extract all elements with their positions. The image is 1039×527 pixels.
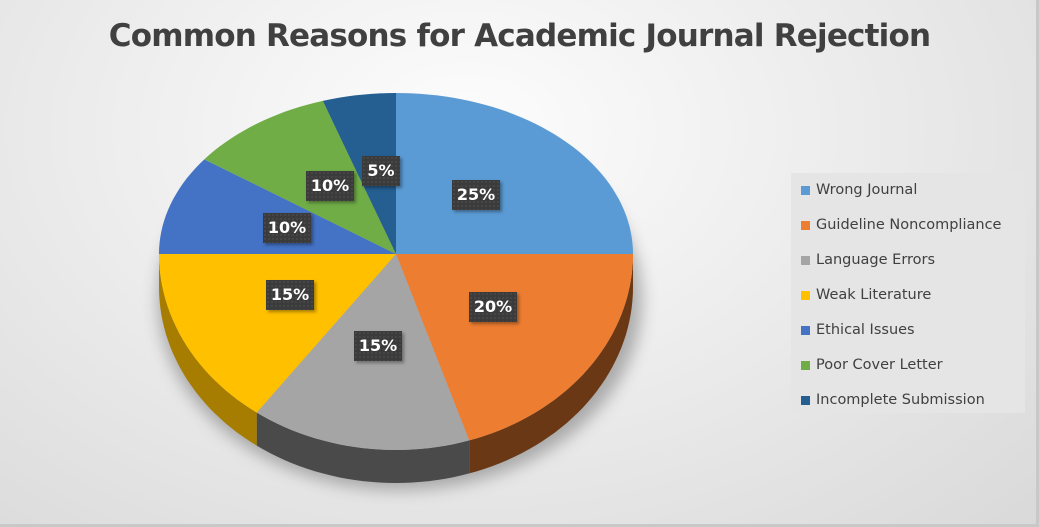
data-label-2: 15% <box>354 331 402 361</box>
legend-swatch-icon <box>801 185 810 195</box>
pie-slices <box>159 93 633 450</box>
data-label-0: 25% <box>452 180 500 210</box>
data-label-4: 10% <box>263 213 311 243</box>
data-label-1: 20% <box>469 292 517 322</box>
pie-side-3 <box>159 254 257 446</box>
legend-swatch-icon <box>801 290 810 300</box>
legend-item-wrong-journal[interactable]: Wrong Journal <box>801 180 917 200</box>
legend-swatch-icon <box>801 220 810 230</box>
legend: Wrong Journal Guideline Noncompliance La… <box>791 173 1025 413</box>
chart-title: Common Reasons for Academic Journal Reje… <box>108 18 931 54</box>
legend-item-language-errors[interactable]: Language Errors <box>801 250 935 270</box>
pie-side-2 <box>256 412 470 483</box>
data-label-6: 5% <box>362 156 400 186</box>
pie-slice-weak-literature[interactable] <box>159 254 396 413</box>
legend-item-guideline-noncompliance[interactable]: Guideline Noncompliance <box>801 215 1001 235</box>
pie-side-1 <box>469 254 633 474</box>
legend-item-ethical-issues[interactable]: Ethical Issues <box>801 320 915 340</box>
legend-swatch-icon <box>801 395 810 405</box>
legend-item-incomplete-submission[interactable]: Incomplete Submission <box>801 390 985 410</box>
data-label-3: 15% <box>266 280 314 310</box>
legend-swatch-icon <box>801 360 810 370</box>
pie-slice-ethical-issues[interactable] <box>159 159 396 254</box>
pie-slice-wrong-journal[interactable] <box>396 93 633 254</box>
pie-side-walls <box>159 254 633 483</box>
pie-slice-incomplete-submission[interactable] <box>322 93 396 254</box>
legend-swatch-icon <box>801 325 810 335</box>
pie-slice-guideline-noncompliance[interactable] <box>396 254 633 441</box>
pie-slice-poor-cover-letter[interactable] <box>204 100 396 255</box>
legend-item-poor-cover-letter[interactable]: Poor Cover Letter <box>801 355 943 375</box>
legend-item-weak-literature[interactable]: Weak Literature <box>801 285 931 305</box>
legend-swatch-icon <box>801 255 810 265</box>
data-label-5: 10% <box>306 171 354 201</box>
